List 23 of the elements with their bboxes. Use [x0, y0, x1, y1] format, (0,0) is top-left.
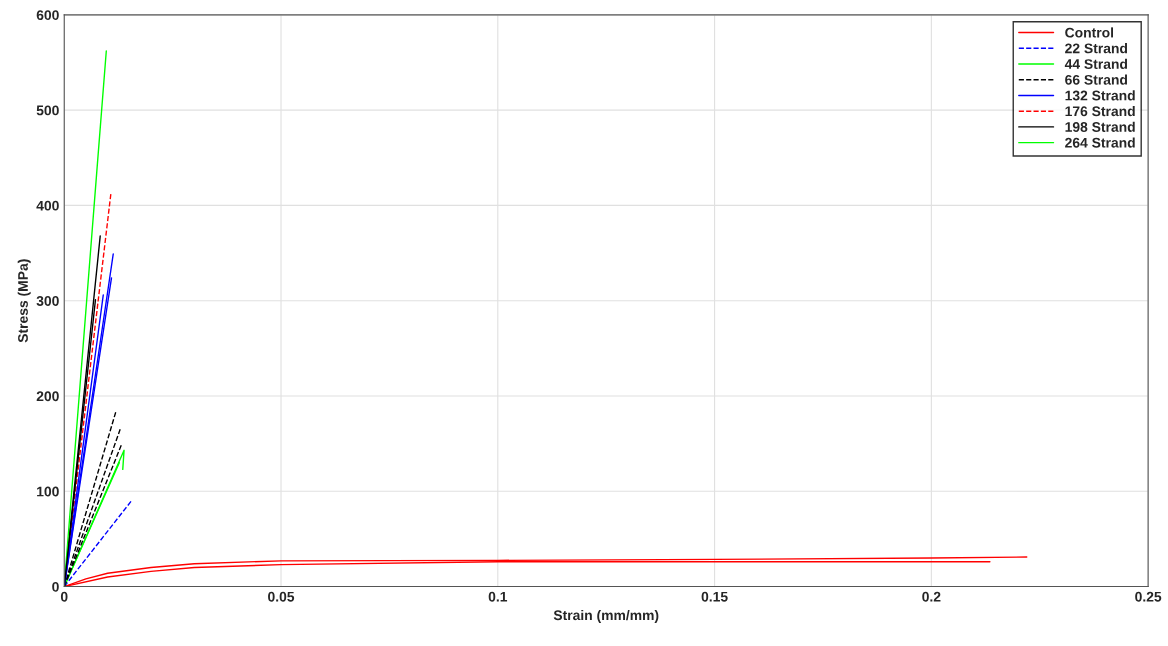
y-tick-label: 200 — [36, 391, 59, 402]
legend-label: 66 Strand — [1065, 74, 1128, 85]
x-axis-title: Strain (mm/mm) — [553, 609, 659, 623]
legend-label: 132 Strand — [1065, 90, 1135, 101]
x-tick-label: 0.25 — [1135, 591, 1162, 602]
x-tick-label: 0.15 — [701, 591, 728, 602]
x-tick-label: 0.2 — [922, 591, 941, 602]
legend-label: 44 Strand — [1064, 58, 1128, 70]
legend-label: 176 Strand — [1065, 105, 1135, 117]
legend-label: Control — [1065, 27, 1114, 38]
y-tick-label: 500 — [36, 105, 59, 116]
legend-label: 264 Strand — [1065, 137, 1135, 148]
y-tick-label: 300 — [36, 296, 59, 306]
y-axis-title: Stress (MPa) — [17, 259, 31, 343]
legend-label: 198 Strand — [1065, 121, 1135, 132]
y-tick-label: 100 — [37, 486, 59, 497]
y-tick-label: 600 — [36, 10, 59, 21]
x-tick-label: 0 — [60, 591, 68, 602]
x-tick-label: 0.1 — [488, 591, 508, 602]
x-tick-label: 0.05 — [268, 591, 295, 602]
y-tick-label: 400 — [36, 200, 59, 211]
y-tick-label: 0 — [52, 581, 59, 592]
legend-label: 22 Strand — [1065, 43, 1128, 54]
